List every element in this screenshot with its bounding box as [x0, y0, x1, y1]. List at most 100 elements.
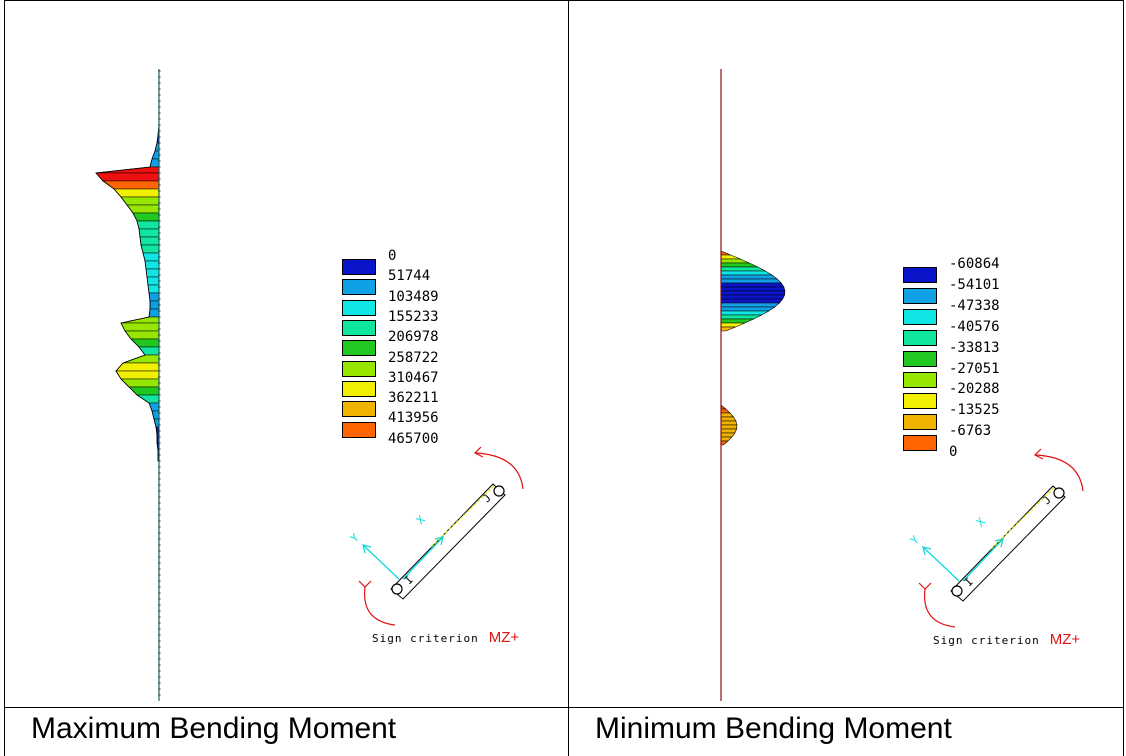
node-i-label: I: [402, 573, 416, 587]
moment-band: [721, 405, 726, 409]
caption-divider: [569, 707, 1123, 708]
moment-band: [149, 309, 159, 317]
moment-band: [721, 409, 730, 413]
moment-band: [721, 425, 737, 429]
legend-swatch: [342, 320, 376, 336]
moment-band: [145, 261, 159, 269]
legend-value: -54101: [949, 277, 1000, 293]
moment-band: [721, 299, 783, 303]
sign-criterion: Sign criterion MZ+: [372, 629, 519, 647]
moment-band: [721, 283, 784, 287]
moment-band: [721, 259, 749, 263]
moment-band: [148, 285, 159, 293]
moment-band: [721, 315, 762, 319]
legend-value: 51744: [388, 268, 430, 284]
moment-band: [721, 307, 775, 311]
x-axis-arrow: [963, 539, 1003, 581]
moment-arc-bottom: [365, 587, 395, 625]
legend-value: 0: [949, 444, 957, 460]
legend-swatch: [903, 288, 937, 304]
moment-band: [721, 327, 736, 331]
sign-criterion-label: Sign criterion: [933, 634, 1040, 647]
moment-band: [121, 197, 159, 205]
moment-band: [141, 245, 159, 253]
moment-band: [150, 301, 159, 309]
moment-band: [721, 279, 781, 283]
legend-value: 465700: [388, 431, 439, 447]
caption-divider: [5, 707, 569, 708]
moment-arc-bottom: [925, 589, 955, 627]
sign-criterion-value: MZ+: [489, 629, 519, 646]
moment-band: [116, 371, 159, 379]
legend-value: 0: [388, 248, 396, 264]
moment-band: [721, 311, 769, 315]
y-axis-arrow: [363, 545, 399, 579]
legend-swatch: [342, 340, 376, 356]
legend-swatch: [342, 422, 376, 438]
legend-value: 155233: [388, 309, 439, 325]
moment-band: [721, 437, 732, 441]
legend-value: 206978: [388, 329, 439, 345]
legend-value: 103489: [388, 289, 439, 305]
legend-value: -40576: [949, 319, 1000, 335]
legend-value: -13525: [949, 402, 1000, 418]
moment-band: [121, 379, 159, 387]
sign-criterion-label: Sign criterion: [372, 632, 479, 645]
moment-band: [133, 213, 159, 221]
moment-band: [721, 413, 734, 417]
moment-arc-top: [475, 453, 523, 489]
moment-band: [146, 269, 159, 277]
node-i-label: I: [962, 575, 976, 589]
member-axes-icon: IJXY: [908, 449, 1083, 627]
node-i-icon: [392, 584, 402, 594]
node-i-icon: [952, 586, 962, 596]
moment-band: [140, 237, 159, 245]
moment-band: [121, 323, 159, 331]
legend-value: 258722: [388, 350, 439, 366]
moment-band: [103, 181, 159, 189]
moment-arrowhead-icon: [919, 583, 931, 589]
legend-value: -20288: [949, 381, 1000, 397]
moment-arrowhead-icon: [1035, 449, 1043, 459]
moment-band: [721, 271, 772, 275]
moment-band: [137, 221, 159, 229]
legend-swatch: [342, 300, 376, 316]
legend-swatch: [903, 435, 937, 451]
moment-band: [721, 441, 728, 445]
max-moment-caption: Maximum Bending Moment: [31, 712, 396, 746]
legend-value: -27051: [949, 361, 1000, 377]
moment-band: [721, 255, 740, 259]
moment-band: [721, 433, 735, 437]
moment-band: [721, 323, 745, 327]
legend-value: 310467: [388, 370, 439, 386]
moment-band: [721, 421, 737, 425]
legend-swatch: [903, 351, 937, 367]
sign-criterion-value: MZ+: [1050, 631, 1080, 648]
moment-band: [139, 229, 159, 237]
x-axis-arrow: [403, 537, 443, 579]
moment-arrowhead-icon: [359, 581, 371, 587]
legend-value: 413956: [388, 410, 439, 426]
moment-band: [152, 151, 159, 159]
moment-band: [137, 395, 159, 403]
legend-swatch: [903, 393, 937, 409]
moment-band: [96, 173, 159, 181]
legend-swatch: [903, 309, 937, 325]
moment-band: [721, 287, 785, 291]
moment-arc-top: [1035, 455, 1083, 491]
moment-band: [721, 251, 731, 255]
moment-band: [721, 295, 785, 299]
moment-band: [721, 319, 754, 323]
legend-swatch: [342, 279, 376, 295]
legend-swatch: [903, 330, 937, 346]
legend-swatch: [342, 401, 376, 417]
moment-band: [721, 263, 758, 267]
x-axis-label: X: [974, 515, 988, 529]
legend-swatch: [903, 267, 937, 283]
legend-swatch: [903, 414, 937, 430]
legend-swatch: [342, 361, 376, 377]
